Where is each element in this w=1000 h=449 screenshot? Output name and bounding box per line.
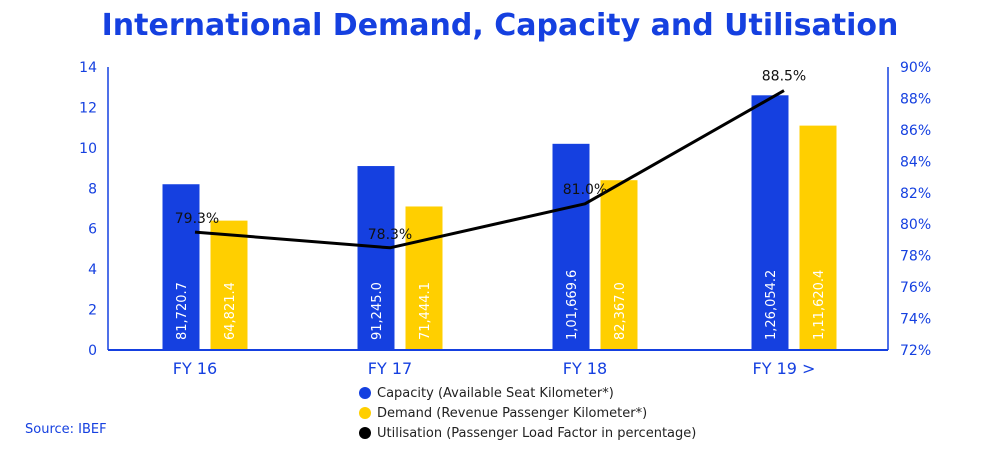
right-tick-label: 78% xyxy=(900,249,931,265)
left-tick-label: 2 xyxy=(88,303,97,319)
legend-marker xyxy=(359,427,371,439)
utilisation-line-layer: 79.3% 78.3% 81.0% 88.5% xyxy=(175,69,806,250)
category-label: FY 19 > xyxy=(753,359,816,378)
bars: 81,720.7 91,245.0 1,01,669.6 1,26,054.2 64,8… xyxy=(162,95,837,350)
demand-data-label: 71,444.1 xyxy=(418,282,433,340)
demand-bar xyxy=(799,125,837,350)
utilisation-data-label: 78.3% xyxy=(368,227,412,243)
demand-data-label: 1,11,620.4 xyxy=(812,270,827,340)
demand-data-label: 64,821.4 xyxy=(223,282,238,340)
right-tick-label: 82% xyxy=(900,186,931,202)
capacity-bar xyxy=(162,184,200,350)
left-tick-label: 12 xyxy=(79,100,97,116)
capacity-bar xyxy=(552,143,590,350)
right-tick-label: 80% xyxy=(900,217,931,233)
left-tick-label: 6 xyxy=(88,222,97,238)
demand-bar xyxy=(210,220,248,350)
legend-label: Demand (Revenue Passenger Kilometer*) xyxy=(377,406,647,421)
left-tick-label: 14 xyxy=(79,60,97,76)
right-tick-label: 84% xyxy=(900,154,931,170)
right-tick-label: 74% xyxy=(900,312,931,328)
utilisation-data-label: 88.5% xyxy=(762,69,806,85)
capacity-bar xyxy=(357,166,395,350)
right-tick-label: 88% xyxy=(900,91,931,107)
utilisation-data-label: 81.0% xyxy=(563,182,607,198)
legend-label: Capacity (Available Seat Kilometer*) xyxy=(377,386,614,401)
right-tick-label: 76% xyxy=(900,280,931,296)
left-tick-label: 10 xyxy=(79,141,97,157)
capacity-data-label: 1,01,669.6 xyxy=(565,270,580,340)
utilisation-line xyxy=(194,89,785,250)
source-note: Source: IBEF xyxy=(25,422,107,437)
legend-marker xyxy=(359,407,371,419)
capacity-data-label: 91,245.0 xyxy=(370,282,385,340)
capacity-data-label: 1,26,054.2 xyxy=(764,270,779,340)
capacity-bar xyxy=(751,95,789,350)
category-label: FY 18 xyxy=(563,359,607,378)
right-axis: 72% 74% 76% 78% 80% 82% 84% 86% 88% 90% xyxy=(887,60,931,359)
left-axis: 0 2 4 6 8 10 12 14 xyxy=(79,60,109,359)
left-tick-label: 4 xyxy=(88,262,97,278)
demand-bar xyxy=(600,180,638,350)
legend-marker xyxy=(359,387,371,399)
legend-label: Utilisation (Passenger Load Factor in pe… xyxy=(377,426,696,441)
utilisation-data-label: 79.3% xyxy=(175,211,219,227)
demand-bar xyxy=(405,206,443,350)
left-tick-label: 0 xyxy=(88,343,97,359)
left-tick-label: 8 xyxy=(88,181,97,197)
capacity-data-label: 81,720.7 xyxy=(175,282,190,340)
right-tick-label: 86% xyxy=(900,123,931,139)
demand-data-label: 82,367.0 xyxy=(613,282,628,340)
chart-title: International Demand, Capacity and Utili… xyxy=(102,8,899,43)
category-label: FY 17 xyxy=(368,359,412,378)
right-tick-label: 90% xyxy=(900,60,931,76)
right-tick-label: 72% xyxy=(900,343,931,359)
legend: Capacity (Available Seat Kilometer*) Dema… xyxy=(359,386,696,441)
x-axis: FY 16 FY 17 FY 18 FY 19 > xyxy=(108,349,888,378)
category-label: FY 16 xyxy=(173,359,217,378)
